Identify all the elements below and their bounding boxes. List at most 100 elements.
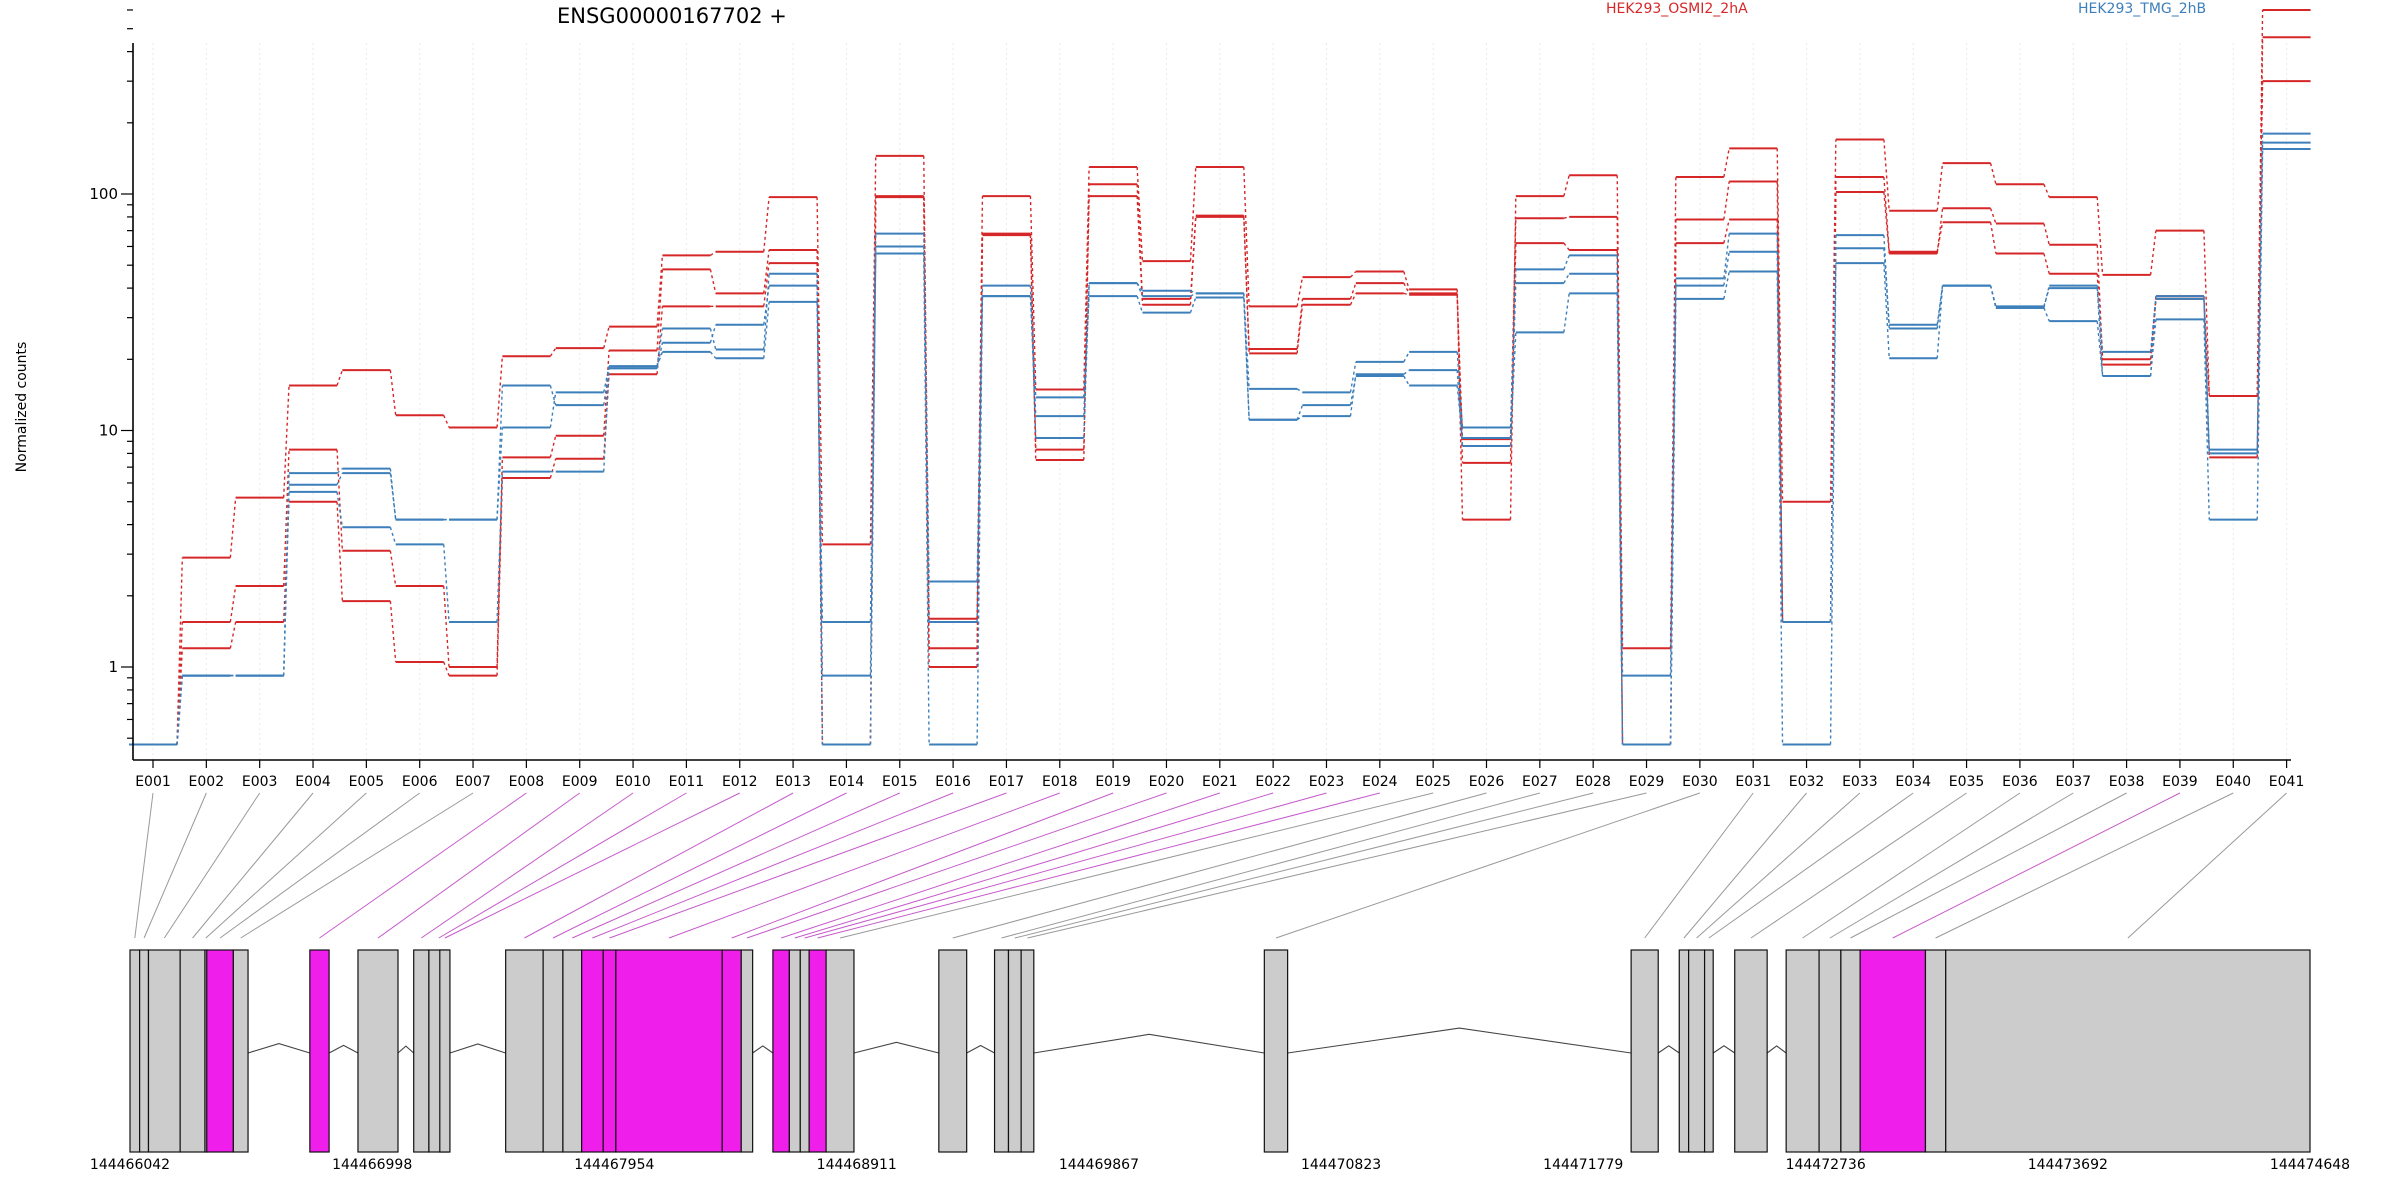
- series-connector: [1936, 222, 1944, 252]
- series-connector: [443, 544, 450, 623]
- exon-utr: [1945, 949, 2311, 1153]
- series-connector: [2203, 298, 2210, 396]
- series-connector: [1029, 296, 1037, 398]
- series-connector: [1296, 388, 1303, 393]
- series-connector: [176, 648, 184, 745]
- series-connector: [709, 328, 717, 350]
- y-tick-label: 100: [89, 185, 118, 203]
- x-tick-label: E026: [1469, 774, 1505, 790]
- intron: [328, 1044, 359, 1054]
- series-connector: [549, 347, 557, 357]
- x-tick-label: E013: [775, 774, 811, 790]
- series-connector: [496, 457, 504, 668]
- intron: [1033, 1033, 1265, 1054]
- series-connector: [229, 621, 237, 649]
- exon-leader-line: [731, 792, 1114, 939]
- series-connector: [1456, 370, 1464, 447]
- x-tick-label: E009: [562, 774, 598, 790]
- series-connector: [1456, 351, 1464, 428]
- series-connector: [336, 472, 343, 485]
- y-tick-label: 10: [99, 422, 118, 440]
- exon-leader-line: [1802, 792, 2021, 939]
- series-connector: [1563, 216, 1570, 219]
- series-connector: [709, 351, 717, 359]
- series-connector: [1989, 163, 1997, 185]
- exon-leader-line: [163, 792, 261, 939]
- series-connector: [1083, 167, 1090, 390]
- series-connector: [656, 269, 664, 351]
- exon-leader-line: [1850, 792, 2127, 939]
- exon-leader-line: [839, 792, 1434, 939]
- series-connector: [1296, 298, 1304, 350]
- series-connector: [2043, 253, 2050, 274]
- intron: [397, 1045, 415, 1054]
- series-connector: [1883, 191, 1890, 254]
- exon-leader-line: [1892, 792, 2181, 939]
- series-connector: [1776, 271, 1784, 745]
- series-connector: [1776, 219, 1784, 622]
- series-connector: [1723, 148, 1730, 178]
- series-connector: [1029, 233, 1037, 461]
- exon-leader-line: [134, 792, 154, 939]
- x-tick-label: E033: [1842, 774, 1878, 790]
- series-connector: [336, 468, 343, 474]
- exon-leader-line: [2127, 792, 2287, 939]
- series-connector: [1243, 216, 1250, 354]
- series-connector: [656, 328, 664, 367]
- exon-utr: [1688, 949, 1706, 1153]
- series-connector: [1349, 282, 1357, 300]
- series-connector: [2256, 148, 2264, 520]
- exon-leader-line: [1829, 792, 2074, 939]
- x-tick-label: E011: [669, 774, 705, 790]
- series-connector: [1243, 215, 1250, 350]
- exon-leader-lines: [134, 792, 2287, 939]
- exon-leader-line: [444, 792, 740, 939]
- genomic-coordinate-label: 144473692: [2028, 1157, 2108, 1173]
- x-tick-label: E010: [615, 774, 651, 790]
- series-connector: [1296, 277, 1304, 307]
- exon-utr: [1924, 949, 1947, 1153]
- series-connector: [869, 253, 877, 676]
- series-connector: [1456, 293, 1464, 463]
- series-connector: [389, 601, 397, 663]
- genomic-coordinate-label: 144472736: [1786, 1157, 1866, 1173]
- series-connector: [869, 155, 877, 545]
- x-tick-label: E019: [1095, 774, 1131, 790]
- series-connector: [1563, 242, 1570, 251]
- series-connector: [1189, 216, 1197, 305]
- series-connector: [1403, 271, 1410, 290]
- legend-label-tmg: HEK293_TMG_2hB: [2078, 1, 2206, 17]
- x-tick-label: E018: [1042, 774, 1078, 790]
- exon-leader-line: [952, 792, 1487, 939]
- series-connector: [1403, 292, 1410, 296]
- series-connector: [1723, 251, 1730, 286]
- exon-coding: [206, 949, 234, 1153]
- series-connector: [2043, 285, 2050, 309]
- exon-leader-line: [572, 792, 900, 939]
- exon-leader-line: [794, 792, 1274, 939]
- series-connector: [176, 557, 184, 745]
- exon-utr: [799, 949, 810, 1153]
- x-tick-label: E028: [1575, 774, 1611, 790]
- series-connector: [656, 342, 664, 369]
- exon-leader-line: [421, 792, 634, 939]
- x-tick-label: E030: [1682, 774, 1718, 790]
- series-connector: [229, 497, 237, 558]
- exon-leader-line: [668, 792, 1060, 939]
- series-connector: [282, 501, 290, 623]
- series-connector: [603, 350, 610, 436]
- series-connector: [1243, 167, 1250, 307]
- series-connector: [656, 255, 664, 327]
- exon-leader-line: [1935, 792, 2234, 939]
- x-tick-label: E005: [349, 774, 385, 790]
- series-connector: [2043, 307, 2050, 322]
- series-connector: [496, 477, 504, 676]
- exon-utr: [825, 949, 855, 1153]
- exon-leader-line: [1683, 792, 1807, 939]
- plot-grid: [152, 43, 2288, 760]
- series-connector: [709, 269, 717, 294]
- series-connector: [869, 246, 877, 745]
- series-connector: [1296, 304, 1304, 354]
- genomic-coordinate-label: 144474648: [2270, 1157, 2350, 1173]
- series-connector: [282, 491, 290, 676]
